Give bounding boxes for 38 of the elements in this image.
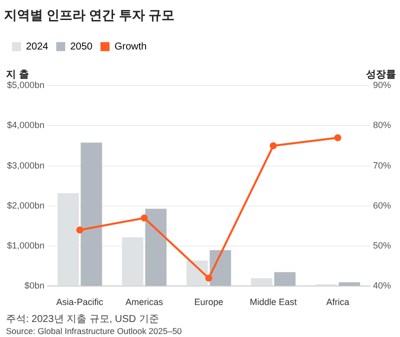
bar [122, 237, 144, 286]
x-tick-label: Americas [126, 297, 164, 308]
y2-axis-title: 성장률 [366, 69, 396, 80]
bar [250, 278, 272, 286]
x-tick-label: Middle East [250, 297, 298, 308]
point [76, 226, 84, 234]
bar [57, 193, 79, 286]
x-tick-label: Europe [194, 297, 224, 308]
y-tick-label: $5,000bn [6, 80, 45, 90]
y-tick-label: $2,000bn [6, 200, 45, 210]
bar [210, 250, 232, 286]
point [140, 214, 148, 222]
legend-label: 2024 [26, 41, 49, 52]
point [270, 142, 277, 150]
x-tick-label: Africa [326, 297, 350, 308]
y2-tick-label: 40% [372, 280, 391, 291]
text: 주석: 2023년 지출 규모, USD 기준 [6, 314, 159, 325]
x-tick-label: Asia-Pacific [56, 297, 104, 308]
y-tick-label: $4,000bn [6, 120, 45, 130]
bar [145, 208, 167, 286]
y2-tick-label: 50% [372, 240, 391, 251]
y-tick-label: $3,000bn [6, 160, 45, 170]
point [205, 274, 212, 282]
y2-tick-label: 70% [372, 160, 391, 170]
y-tick-label: $0bn [24, 280, 45, 291]
bar [274, 272, 296, 286]
legend-label: 2050 [70, 41, 93, 52]
y-axis-title: 지 출 [6, 69, 29, 80]
chart-title: 지역별 인프라 연간 투자 규모 [4, 7, 174, 22]
legend-label: Growth [114, 41, 147, 52]
y2-tick-label: 60% [372, 200, 391, 210]
point [334, 134, 342, 142]
y-tick-label: $1,000bn [6, 240, 45, 251]
y2-tick-label: 90% [372, 80, 391, 90]
bar [80, 142, 102, 286]
source-note: Source: Global Infrastructure Outlook 2025–50 [6, 326, 182, 336]
bar [338, 282, 360, 286]
y2-tick-label: 80% [372, 120, 391, 130]
